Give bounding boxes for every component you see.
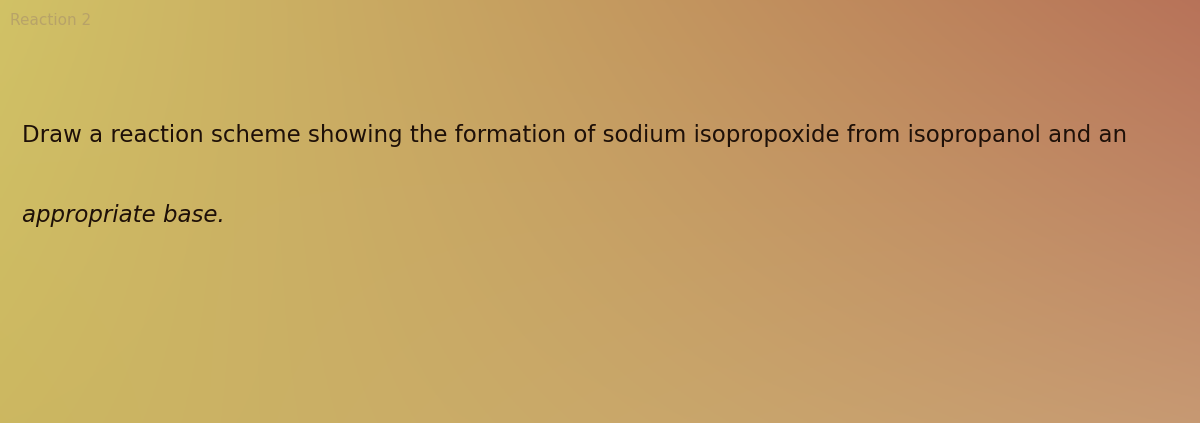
Text: appropriate base.: appropriate base. — [22, 204, 224, 227]
Text: Draw a reaction scheme showing the formation of sodium isopropoxide from isoprop: Draw a reaction scheme showing the forma… — [22, 124, 1127, 147]
Text: Reaction 2: Reaction 2 — [10, 13, 91, 27]
